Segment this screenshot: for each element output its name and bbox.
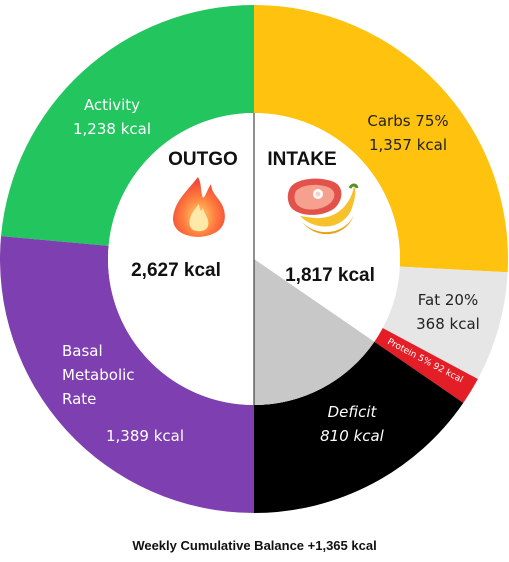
slice-deficit	[254, 341, 464, 513]
slice-basal-metabolic-rate	[0, 236, 254, 513]
slice-carbs	[254, 5, 508, 273]
inner-deficit-wedge	[254, 259, 375, 405]
fire-icon	[173, 177, 225, 237]
outgo-heading: OUTGO	[168, 149, 238, 170]
intake-heading: INTAKE	[267, 149, 336, 170]
bmr-label-line3: Rate	[62, 390, 96, 408]
food-icon	[287, 178, 359, 235]
carbs-value: 1,357 kcal	[369, 136, 447, 154]
carbs-label: Carbs 75%	[367, 112, 448, 130]
slice-protein	[374, 327, 478, 403]
activity-label: Activity	[84, 96, 140, 114]
bmr-value: 1,389 kcal	[106, 427, 184, 445]
bmr-label-line2: Metabolic	[62, 366, 135, 384]
outgo-total: 2,627 kcal	[131, 260, 221, 281]
activity-value: 1,238 kcal	[73, 120, 151, 138]
deficit-value: 810 kcal	[320, 427, 385, 445]
deficit-label: Deficit	[328, 403, 378, 421]
slice-fat	[382, 266, 508, 380]
fat-value: 368 kcal	[416, 315, 480, 333]
bmr-label-line1: Basal	[62, 342, 103, 360]
intake-total: 1,817 kcal	[285, 265, 375, 286]
fat-label: Fat 20%	[418, 291, 478, 309]
chart-footer: Weekly Cumulative Balance +1,365 kcal	[132, 538, 377, 553]
calorie-balance-donut-chart: Activity 1,238 kcal Basal Metabolic Rate…	[0, 5, 508, 513]
slice-activity	[1, 5, 255, 246]
